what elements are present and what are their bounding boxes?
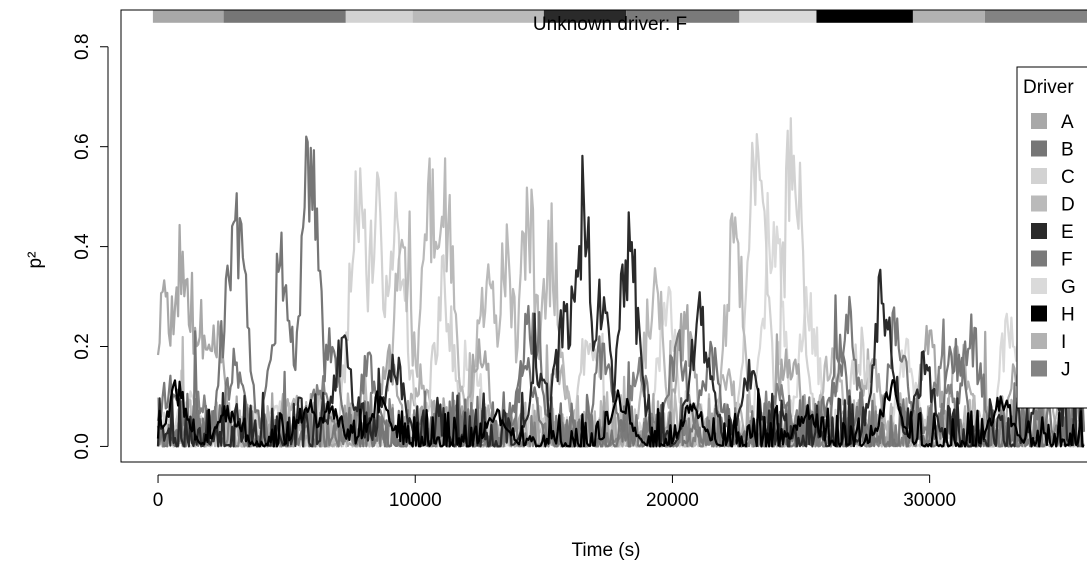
legend-label-g: G xyxy=(1061,277,1076,298)
segment-d xyxy=(412,10,544,23)
legend-label-b: B xyxy=(1061,140,1074,161)
x-axis-label: Time (s) xyxy=(572,540,641,561)
legend-label-c: C xyxy=(1061,167,1075,188)
series-line-h xyxy=(156,379,1085,448)
legend-swatch-d xyxy=(1031,195,1047,212)
y-axis-label: p² xyxy=(25,252,46,269)
legend-box xyxy=(1016,66,1087,409)
x-tick-label: 0 xyxy=(153,490,164,511)
y-tick-label: 0.4 xyxy=(72,233,93,260)
x-axis: 0 10000 20000 30000 xyxy=(153,474,956,511)
segment-bar xyxy=(152,10,1087,23)
segment-g xyxy=(739,10,817,23)
y-tick-label: 0.2 xyxy=(72,333,93,359)
segment-c xyxy=(345,10,413,23)
segment-a xyxy=(152,10,224,23)
legend-swatch-b xyxy=(1031,140,1047,157)
legend-swatch-i xyxy=(1031,333,1047,349)
legend-swatch-j xyxy=(1031,360,1047,377)
legend-swatch-f xyxy=(1031,250,1047,267)
series-line-e xyxy=(156,154,1085,448)
legend-label-h: H xyxy=(1061,305,1075,326)
y-axis: 0.0 0.2 0.4 0.6 0.8 xyxy=(72,34,109,460)
legend-label-d: D xyxy=(1061,195,1075,216)
plot-frame xyxy=(120,9,1087,463)
legend-label-f: F xyxy=(1061,250,1073,271)
legend-swatch-c xyxy=(1031,168,1047,184)
segment-h xyxy=(816,10,913,23)
legend-label-e: E xyxy=(1061,222,1074,243)
y-tick-label: 0.0 xyxy=(72,433,93,459)
legend-swatch-e xyxy=(1031,223,1047,239)
series-lines xyxy=(156,117,1086,448)
x-tick-label: 30000 xyxy=(903,490,956,511)
chart-title: Unknown driver: F xyxy=(533,14,687,35)
legend-swatch-g xyxy=(1031,278,1047,294)
segment-b xyxy=(223,10,346,23)
legend-label-a: A xyxy=(1061,112,1074,133)
y-tick-label: 0.8 xyxy=(72,34,93,60)
legend-label-j: J xyxy=(1061,360,1071,381)
legend-title: Driver xyxy=(1023,77,1074,98)
segment-j xyxy=(984,10,1087,23)
segment-f xyxy=(626,10,740,23)
legend-swatch-a xyxy=(1031,113,1047,129)
segment-i xyxy=(912,10,985,23)
legend-swatch-h xyxy=(1031,305,1047,322)
x-tick-label: 20000 xyxy=(646,490,699,511)
segment-e xyxy=(543,10,627,23)
legend-label-i: I xyxy=(1061,332,1066,353)
x-tick-label: 10000 xyxy=(389,490,442,511)
y-tick-label: 0.6 xyxy=(72,133,93,159)
